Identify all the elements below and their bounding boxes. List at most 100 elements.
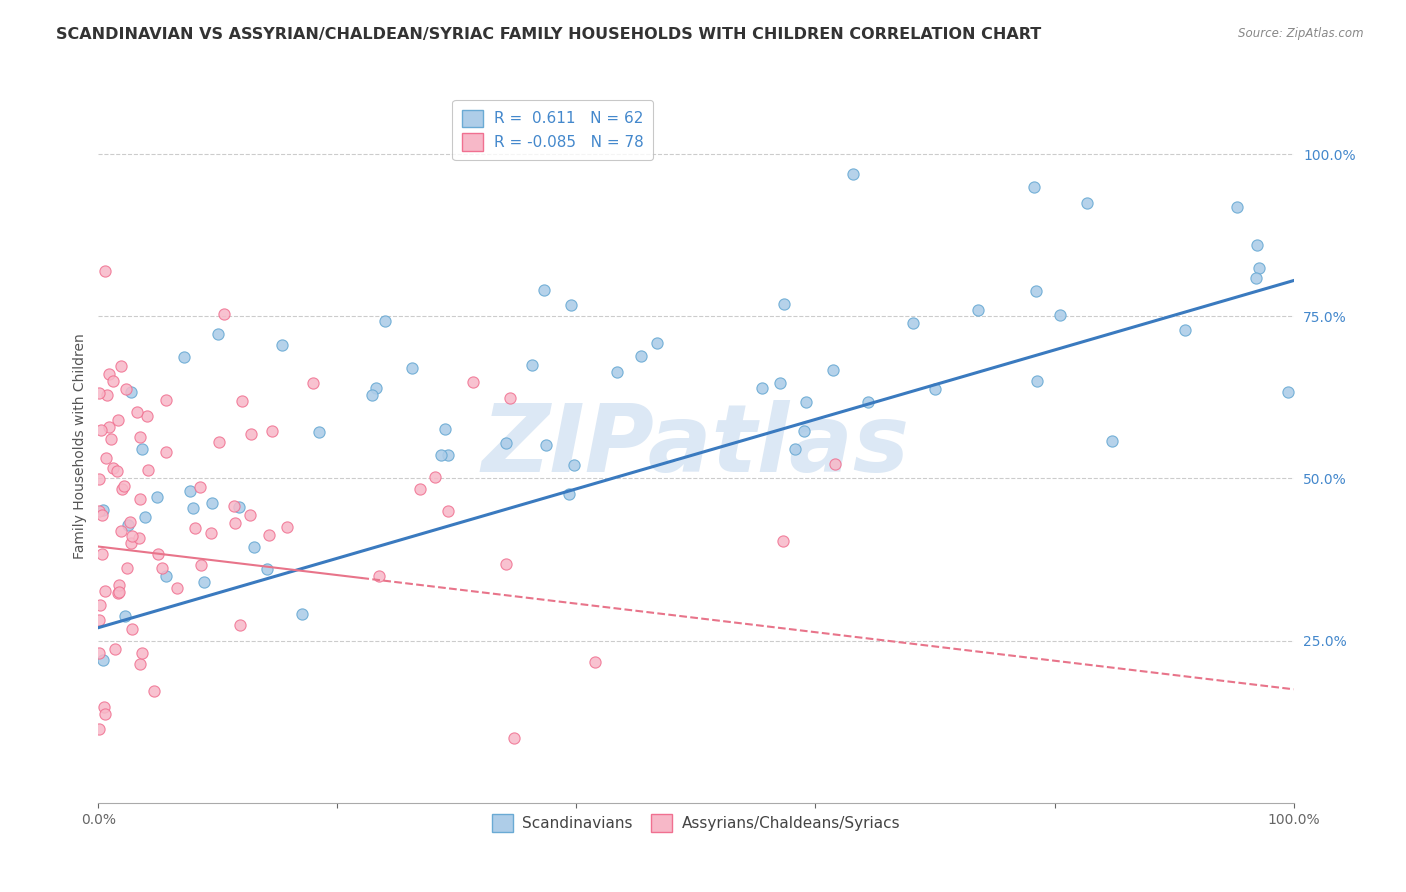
Point [181, 500, 204, 515]
Point [120, 385, 142, 400]
Point [1024, 180, 1046, 194]
Point [606, 365, 628, 379]
Point [184, 521, 207, 535]
Point [107, 413, 129, 427]
Point [173, 350, 195, 364]
Point [96, 387, 118, 401]
Point [562, 458, 585, 472]
Point [101, 374, 124, 388]
Point [179, 484, 201, 499]
Point [94, 584, 117, 599]
Point [495, 436, 517, 450]
Point [105, 464, 128, 478]
Point [129, 491, 152, 506]
Point [89, 613, 111, 627]
Point [208, 434, 231, 449]
Point [495, 558, 517, 572]
Point [243, 540, 266, 554]
Point [136, 409, 159, 423]
Point [121, 529, 143, 543]
Point [120, 535, 142, 549]
Point [90, 423, 112, 437]
Point [117, 518, 139, 533]
Point [94, 264, 117, 278]
Point [645, 336, 668, 351]
Point [260, 424, 283, 438]
Text: SCANDINAVIAN VS ASSYRIAN/CHALDEAN/SYRIAC FAMILY HOUSEHOLDS WITH CHILDREN CORRELA: SCANDINAVIAN VS ASSYRIAN/CHALDEAN/SYRIAC… [56, 27, 1042, 42]
Point [91, 502, 114, 516]
Point [207, 326, 229, 341]
Point [143, 684, 166, 698]
Point [276, 520, 298, 534]
Point [1025, 285, 1047, 299]
Point [97, 420, 120, 434]
Point [200, 525, 222, 540]
Point [100, 432, 122, 446]
Point [1246, 238, 1268, 252]
Point [87, 386, 110, 401]
Point [131, 442, 153, 456]
Point [1174, 323, 1197, 337]
Point [107, 585, 129, 599]
Point [534, 438, 557, 452]
Point [98, 368, 121, 382]
Point [558, 487, 581, 501]
Point [89, 599, 111, 613]
Point [89, 472, 111, 486]
Point [433, 421, 456, 435]
Point [111, 482, 134, 496]
Point [114, 382, 136, 396]
Point [146, 547, 169, 561]
Point [967, 302, 990, 317]
Point [437, 448, 460, 462]
Point [308, 425, 330, 439]
Point [429, 448, 451, 462]
Point [114, 609, 136, 624]
Point [188, 480, 211, 494]
Point [121, 622, 143, 636]
Point [364, 381, 387, 395]
Point [231, 393, 253, 408]
Point [108, 584, 131, 599]
Point [503, 731, 526, 745]
Text: Source: ZipAtlas.com: Source: ZipAtlas.com [1239, 27, 1364, 40]
Point [856, 395, 879, 409]
Point [155, 444, 177, 458]
Point [423, 470, 446, 484]
Point [110, 359, 132, 373]
Point [1049, 308, 1071, 322]
Point [259, 528, 281, 542]
Point [108, 578, 131, 592]
Point [91, 653, 114, 667]
Point [117, 561, 139, 575]
Point [463, 375, 485, 389]
Point [824, 457, 846, 471]
Point [112, 478, 135, 492]
Point [91, 508, 114, 523]
Point [368, 569, 391, 583]
Point [87, 722, 110, 736]
Point [94, 706, 117, 721]
Point [821, 362, 844, 376]
Point [155, 569, 177, 583]
Point [104, 642, 127, 657]
Point [87, 646, 110, 660]
Point [166, 581, 188, 595]
Point [1247, 260, 1270, 275]
Point [499, 392, 522, 406]
Point [1226, 200, 1249, 214]
Point [533, 283, 555, 297]
Point [360, 388, 382, 402]
Point [146, 490, 169, 504]
Text: ZIPatlas: ZIPatlas [482, 400, 910, 492]
Point [101, 460, 124, 475]
Point [773, 296, 796, 310]
Point [229, 618, 252, 632]
Point [193, 574, 215, 589]
Point [924, 382, 946, 396]
Point [408, 482, 430, 496]
Point [437, 504, 460, 518]
Point [224, 500, 246, 514]
Point [290, 607, 312, 621]
Point [842, 167, 865, 181]
